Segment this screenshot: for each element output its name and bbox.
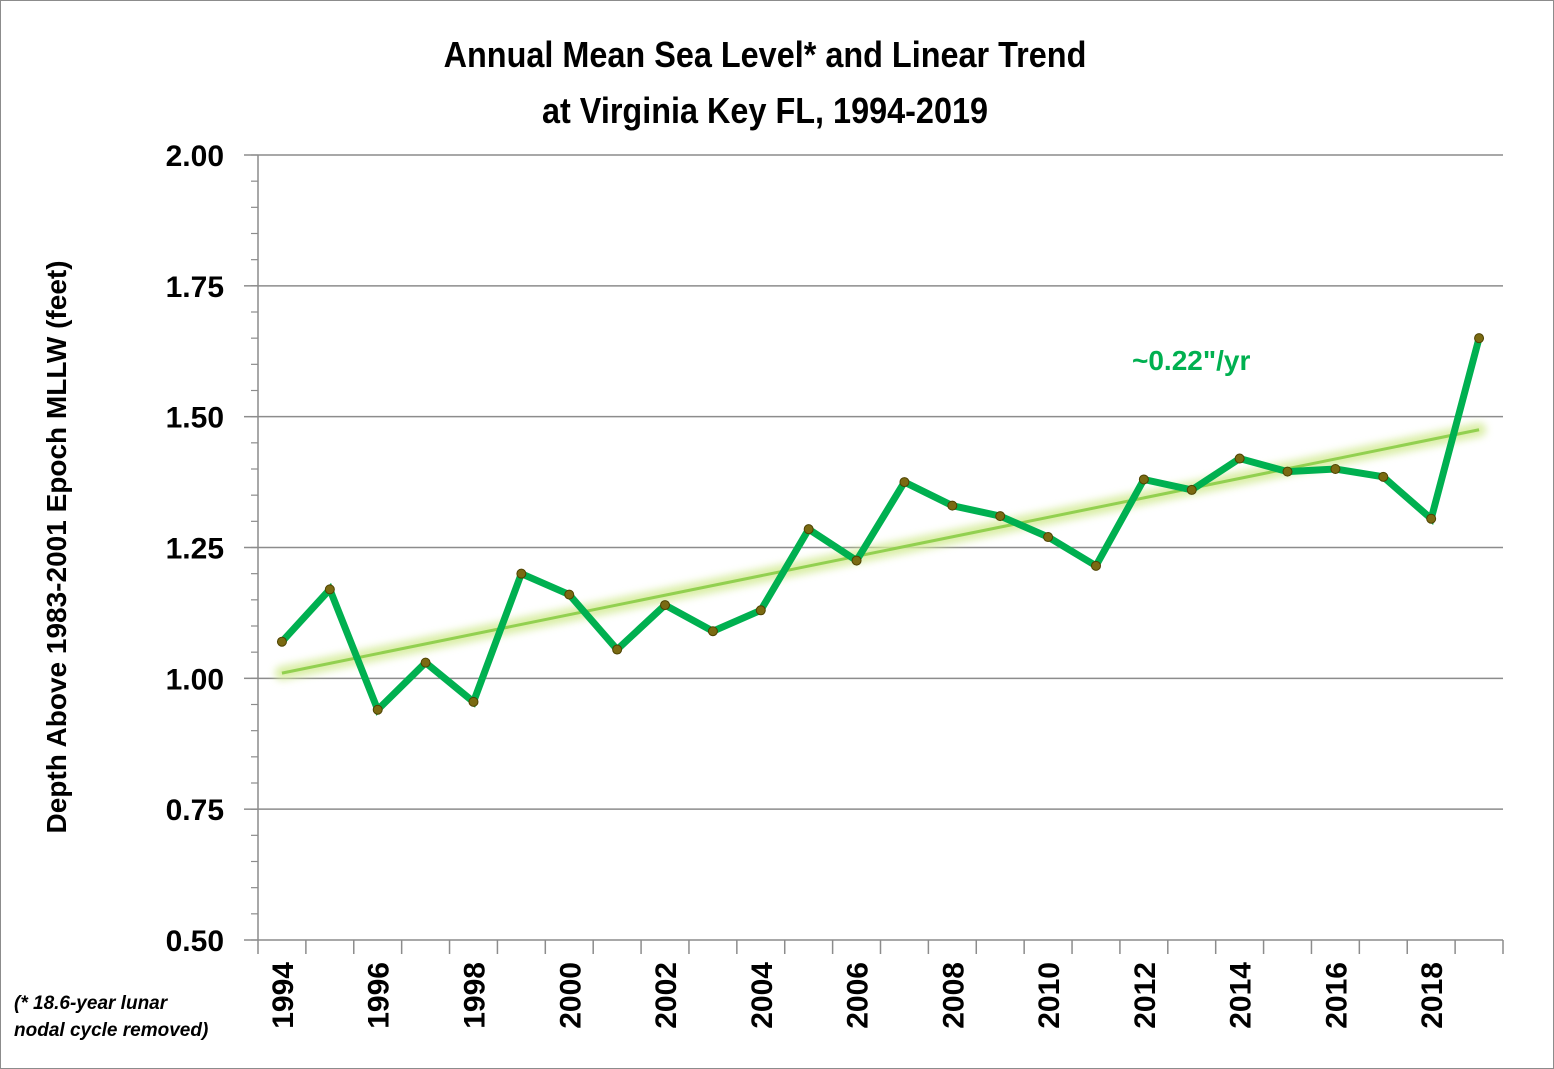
data-point [1330,464,1341,474]
y-tick-label: 2.00 [166,140,224,173]
data-point [1474,333,1485,344]
chart-title-line-2: at Virginia Key FL, 1994-2019 [541,90,989,131]
footnote: (* 18.6-year lunar nodal cycle removed) [14,990,254,1044]
data-point [707,626,718,637]
x-tick-label: 2000 [554,962,587,1029]
x-tick-label: 1994 [267,962,300,1029]
trend-line [281,428,1480,675]
data-point [755,605,766,616]
chart-title-line-1: Annual Mean Sea Level* and Linear Trend [443,34,1087,75]
y-tick-label: 0.75 [166,794,224,827]
y-axis-title: Depth Above 1983-2001 Epoch MLLW (feet) [41,260,72,833]
data-point [1138,474,1149,485]
data-point [324,584,335,595]
data-point [1426,513,1437,524]
data-point [372,704,383,715]
x-tick-label: 1996 [363,962,396,1029]
x-tick-label: 2010 [1033,962,1066,1029]
sea-level-series-line [279,337,1483,716]
data-point [1234,453,1245,464]
y-tick-label: 1.50 [166,402,224,435]
x-tick-label: 2006 [842,962,875,1029]
data-point [516,568,527,579]
x-tick-label: 2018 [1416,962,1449,1029]
x-tick-label: 2004 [746,962,779,1029]
y-tick-label: 1.75 [166,271,224,304]
data-point [612,644,623,655]
data-point [468,696,479,707]
x-tick-label: 2008 [937,962,970,1029]
data-point [1282,466,1293,477]
data-point [564,589,575,600]
footnote-line-1: (* 18.6-year lunar [14,993,168,1014]
data-point [1378,471,1389,482]
y-tick-label: 1.25 [166,533,224,566]
x-tick-label: 2014 [1225,962,1258,1029]
data-point [420,657,431,668]
data-point [995,511,1006,522]
x-tick-label: 2012 [1129,962,1162,1029]
x-tick-label: 2002 [650,962,683,1029]
x-tick-label: 2016 [1320,962,1353,1029]
data-point [276,636,287,647]
data-point [851,555,862,566]
data-point [947,500,958,511]
footnote-line-2: nodal cycle removed) [14,1020,209,1041]
trend-rate-annotation: ~0.22"/yr [1132,345,1250,376]
data-point [660,600,671,611]
x-tick-label: 1998 [458,962,491,1029]
data-point [803,524,814,535]
data-point [1090,560,1101,571]
y-tick-label: 1.00 [166,663,224,696]
data-point [1186,484,1197,495]
data-point [899,477,910,488]
y-tick-label: 0.50 [166,925,224,958]
data-point [1043,532,1054,543]
